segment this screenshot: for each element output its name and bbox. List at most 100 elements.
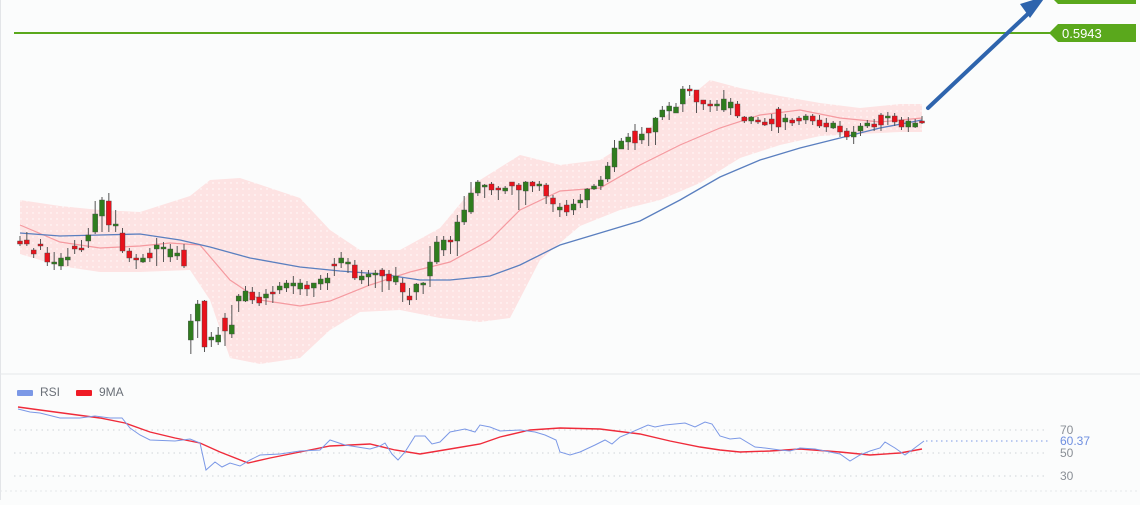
candle — [468, 182, 474, 214]
candle — [85, 228, 92, 248]
candle — [495, 186, 502, 200]
candle — [481, 184, 488, 198]
candle — [229, 305, 235, 338]
candle — [509, 181, 515, 195]
candle — [17, 236, 23, 246]
candle — [516, 183, 522, 210]
candle — [352, 260, 358, 280]
candle — [666, 102, 672, 120]
rsi-line — [17, 408, 925, 471]
candle — [837, 121, 843, 137]
moving-averages — [19, 109, 923, 307]
candle — [857, 123, 864, 136]
candle — [324, 273, 331, 290]
price-tags: 0.59430.59080.5879 — [1049, 0, 1136, 42]
candle — [24, 232, 30, 246]
svg-text:0.5943: 0.5943 — [1062, 26, 1102, 41]
candle — [222, 313, 228, 346]
candle — [106, 193, 112, 232]
candle — [905, 117, 912, 132]
target-2-tag — [1054, 0, 1136, 4]
candle — [290, 276, 297, 294]
candle — [44, 247, 51, 266]
candle — [126, 248, 133, 262]
candle — [461, 196, 467, 225]
candlesticks — [17, 85, 925, 354]
candle — [140, 254, 146, 263]
rsi-tick-30: 30 — [1060, 469, 1074, 483]
ma9-legend-swatch — [76, 390, 92, 396]
candle — [768, 114, 775, 131]
candle — [823, 118, 830, 132]
candle — [686, 85, 693, 96]
candle — [748, 116, 754, 124]
candle — [58, 253, 64, 270]
candle — [789, 118, 795, 126]
candle — [434, 236, 440, 264]
candle — [454, 215, 461, 256]
candle — [297, 279, 303, 295]
candle — [598, 176, 604, 190]
candle — [570, 199, 577, 215]
candle — [249, 287, 256, 304]
trend-arrow — [926, 0, 1044, 110]
candle — [188, 314, 194, 354]
candle — [283, 280, 290, 292]
candle — [65, 248, 71, 266]
candle — [119, 228, 126, 253]
candle — [235, 294, 242, 312]
candle — [878, 113, 884, 131]
candle — [71, 240, 78, 254]
candle — [270, 286, 276, 303]
candle — [447, 236, 454, 254]
candle — [413, 283, 420, 300]
candle — [304, 281, 310, 296]
candle — [242, 286, 249, 302]
candle — [160, 242, 167, 262]
candle — [700, 99, 707, 110]
candle — [714, 100, 720, 111]
candle — [37, 239, 44, 250]
candle — [550, 195, 556, 212]
candle — [99, 197, 105, 232]
candle — [536, 181, 543, 191]
candle — [912, 119, 918, 128]
price-levels: 0.58510.5834 — [14, 32, 1050, 34]
candle — [529, 181, 536, 192]
candle — [755, 117, 761, 124]
candle — [365, 270, 372, 286]
candle — [345, 258, 351, 273]
candle — [317, 275, 324, 290]
slow-ma-line — [19, 119, 923, 281]
candle — [393, 267, 399, 285]
candle — [167, 244, 174, 262]
candle — [51, 252, 57, 270]
rsi-tick-70: 70 — [1060, 423, 1074, 437]
candle — [741, 116, 748, 123]
candle — [194, 300, 201, 338]
candle — [604, 162, 611, 182]
candle — [891, 113, 898, 126]
candle — [208, 332, 215, 347]
candle — [201, 300, 208, 352]
candle — [693, 89, 700, 113]
candle — [174, 246, 180, 260]
candle — [680, 86, 686, 112]
candle — [632, 124, 638, 150]
candle — [782, 114, 789, 130]
candle — [331, 258, 338, 276]
candle — [372, 270, 379, 288]
candle — [864, 120, 871, 128]
candle — [611, 140, 618, 172]
rsi-legend: RSI 9MA — [17, 385, 124, 399]
candle — [440, 236, 447, 256]
candle — [591, 184, 597, 190]
candle — [475, 180, 481, 196]
candle — [147, 248, 153, 262]
candle — [386, 270, 392, 290]
candle — [809, 114, 816, 125]
candle — [406, 288, 413, 305]
candle — [488, 182, 495, 195]
